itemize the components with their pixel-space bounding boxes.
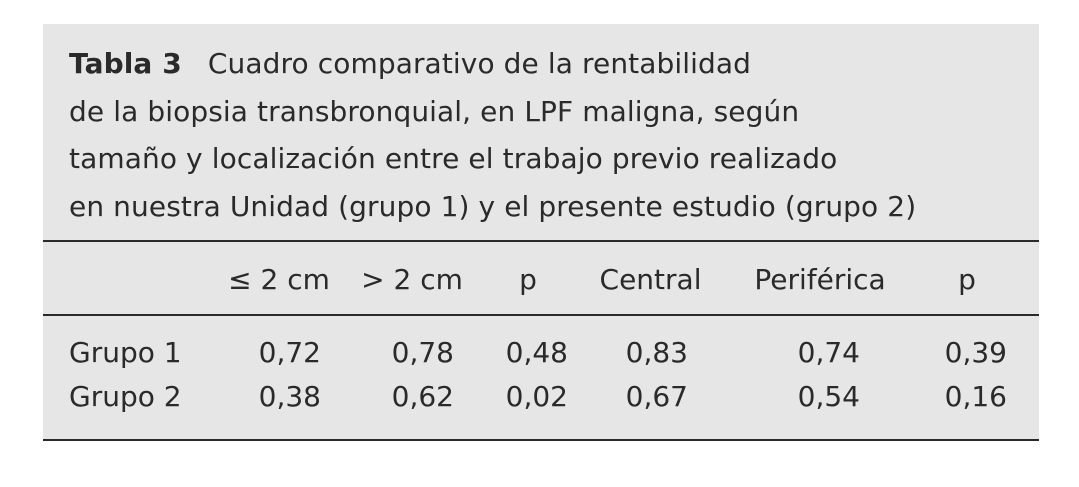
cell-g1-size-large: 0,78: [391, 336, 454, 369]
header-periferica: Periférica: [754, 263, 886, 296]
cell-g2-periferica: 0,54: [797, 380, 860, 413]
table-bottom-rule: [43, 439, 1039, 441]
table-header-rule: [43, 314, 1039, 316]
cell-g2-size-large: 0,62: [391, 380, 454, 413]
row-label-grupo-1: Grupo 1: [69, 336, 182, 369]
cell-g1-p-location: 0,39: [944, 336, 1007, 369]
caption-label: Tabla 3: [69, 47, 182, 80]
row-label-grupo-2: Grupo 2: [69, 380, 182, 413]
cell-g1-p-size: 0,48: [505, 336, 568, 369]
header-central: Central: [599, 263, 702, 296]
cell-g1-periferica: 0,74: [797, 336, 860, 369]
cell-g1-central: 0,83: [625, 336, 688, 369]
table-block: Tabla 3 Cuadro comparativo de la rentabil…: [43, 24, 1039, 441]
table-caption: Tabla 3 Cuadro comparativo de la rentabil…: [69, 40, 1029, 230]
cell-g1-size-small: 0,72: [258, 336, 321, 369]
cell-g2-p-size: 0,02: [505, 380, 568, 413]
caption-line-1: Cuadro comparativo de la rentabilidad: [207, 47, 752, 80]
cell-g2-central: 0,67: [625, 380, 688, 413]
caption-line-3: tamaño y localización entre el trabajo p…: [69, 142, 838, 175]
header-size-small: ≤ 2 cm: [228, 263, 330, 296]
caption-line-2: de la biopsia transbronquial, en LPF mal…: [69, 94, 800, 128]
header-p-size: p: [519, 263, 537, 296]
cell-g2-size-small: 0,38: [258, 380, 321, 413]
caption-line-4: en nuestra Unidad (grupo 1) y el present…: [69, 189, 917, 223]
header-size-large: > 2 cm: [361, 263, 463, 296]
table-top-rule: [43, 240, 1039, 242]
header-p-location: p: [958, 263, 976, 296]
cell-g2-p-location: 0,16: [944, 380, 1007, 413]
